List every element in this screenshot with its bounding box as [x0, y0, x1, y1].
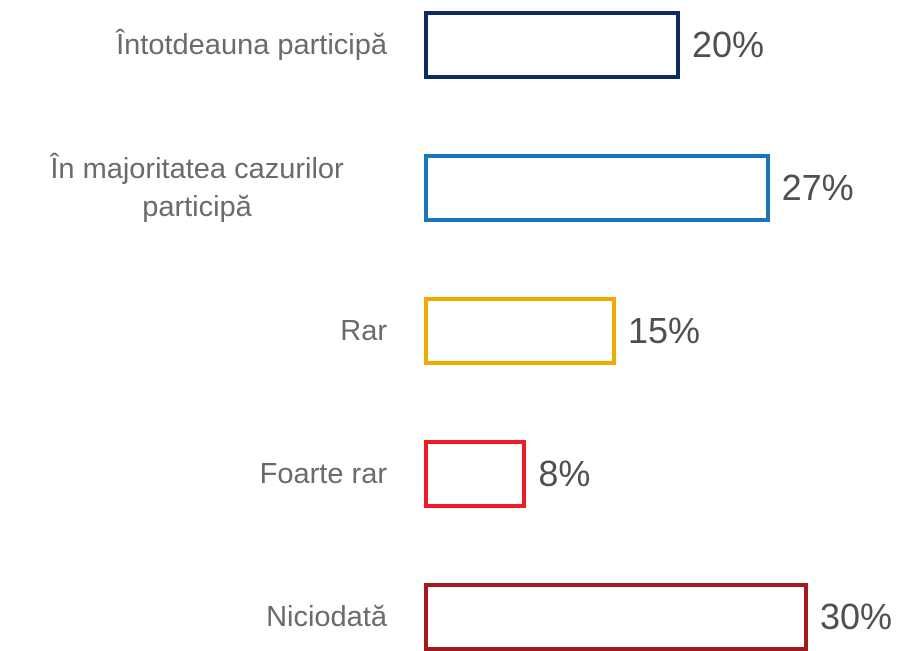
bar [424, 297, 616, 365]
value-label: 30% [820, 596, 893, 637]
value-label: 8% [538, 453, 591, 494]
category-label: În majoritatea cazurilor participă [7, 150, 387, 226]
category-label: Foarte rar [7, 455, 387, 493]
bar [424, 11, 680, 79]
value-label: 27% [781, 167, 854, 208]
category-text: Întotdeauna participă [116, 29, 387, 61]
category-text: Foarte rar [259, 458, 387, 490]
value-label: 15% [628, 310, 701, 351]
category-text: Niciodată [266, 601, 387, 633]
value-label: 20% [692, 24, 765, 65]
category-text: Rar [340, 315, 387, 347]
bar [424, 583, 808, 651]
category-text: În majoritatea cazurilor participă [50, 153, 344, 223]
bar [424, 154, 770, 222]
category-label: Rar [7, 312, 387, 350]
category-label: Niciodată [7, 598, 387, 636]
category-label: Întotdeauna participă [7, 26, 387, 64]
bar [424, 440, 527, 508]
